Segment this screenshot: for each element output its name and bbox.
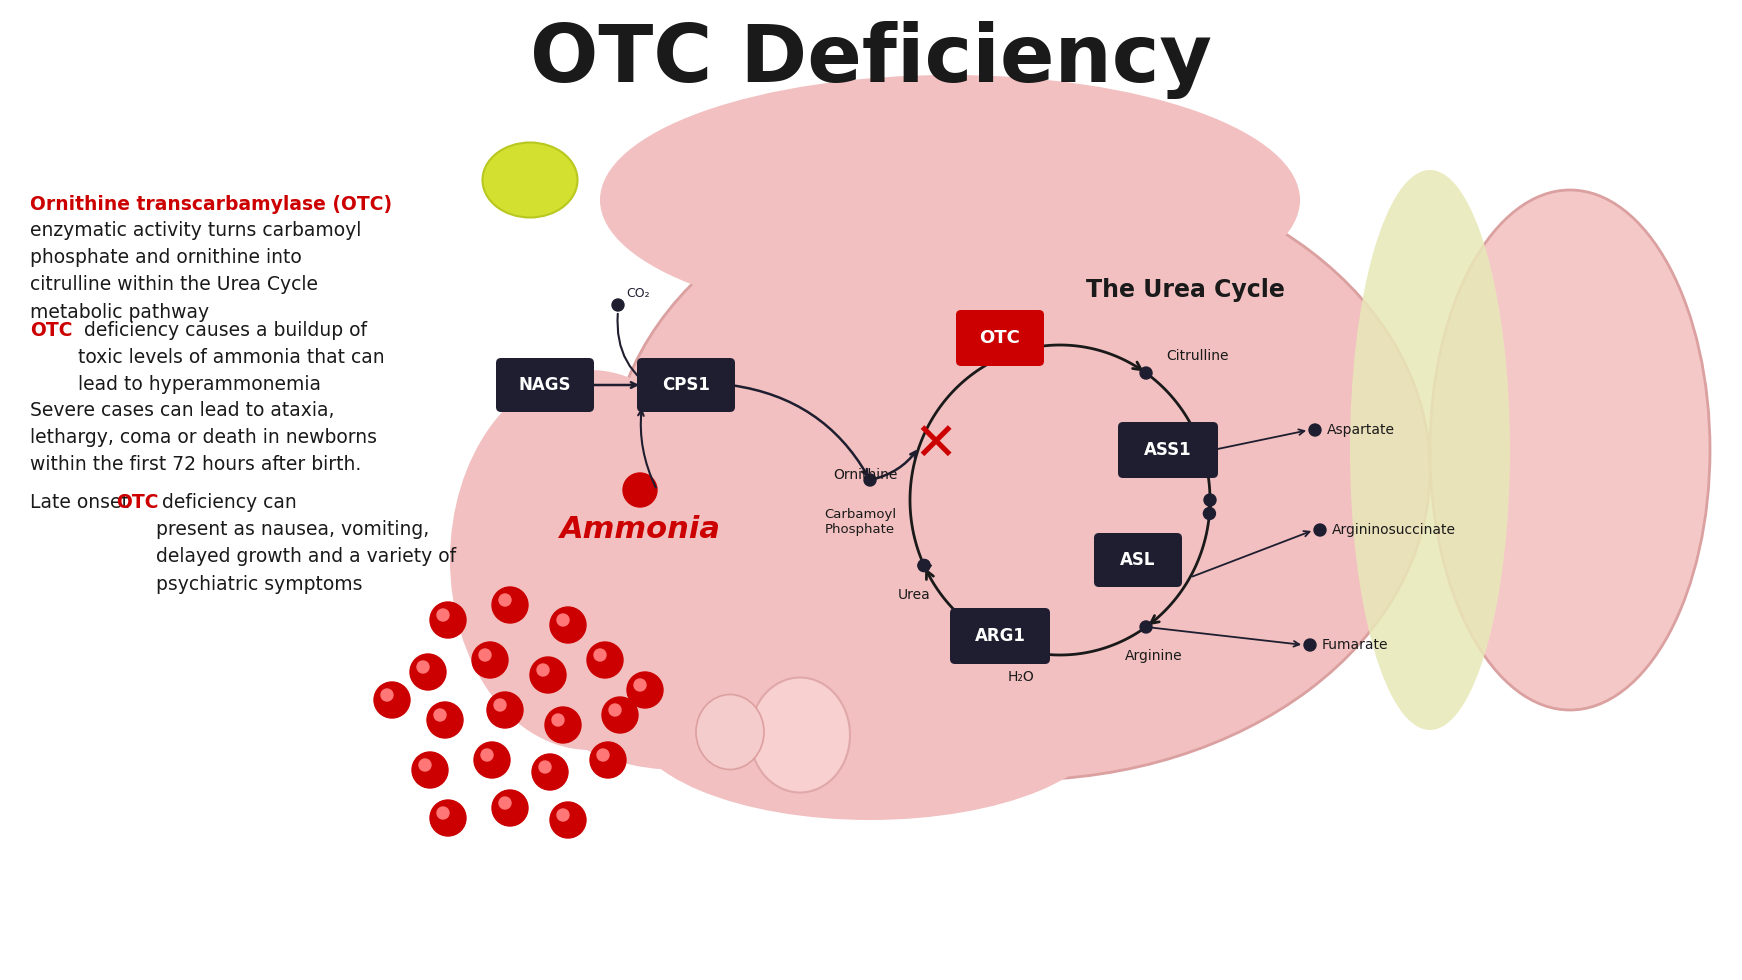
Circle shape bbox=[624, 473, 657, 507]
Circle shape bbox=[434, 709, 446, 721]
Circle shape bbox=[495, 699, 505, 711]
Circle shape bbox=[557, 809, 570, 821]
Circle shape bbox=[634, 679, 646, 691]
Ellipse shape bbox=[505, 510, 855, 770]
Text: OTC Deficiency: OTC Deficiency bbox=[530, 21, 1212, 99]
FancyBboxPatch shape bbox=[956, 310, 1043, 366]
Text: Urea: Urea bbox=[897, 587, 930, 602]
Circle shape bbox=[557, 614, 570, 626]
Text: Citrulline: Citrulline bbox=[1165, 349, 1228, 363]
Text: CPS1: CPS1 bbox=[662, 376, 711, 394]
Circle shape bbox=[1305, 639, 1315, 651]
Circle shape bbox=[381, 689, 394, 701]
Circle shape bbox=[550, 607, 585, 643]
Text: ASL: ASL bbox=[1120, 551, 1155, 569]
Text: Ornithine transcarbamylase (OTC): Ornithine transcarbamylase (OTC) bbox=[30, 195, 392, 214]
Circle shape bbox=[430, 800, 467, 836]
Ellipse shape bbox=[483, 142, 578, 218]
Circle shape bbox=[409, 654, 446, 690]
Circle shape bbox=[491, 587, 528, 623]
Circle shape bbox=[594, 649, 606, 661]
Circle shape bbox=[537, 664, 549, 676]
Ellipse shape bbox=[599, 75, 1300, 325]
Circle shape bbox=[416, 661, 429, 673]
Circle shape bbox=[498, 797, 510, 809]
Circle shape bbox=[531, 754, 568, 790]
FancyBboxPatch shape bbox=[638, 358, 735, 412]
Text: Aspartate: Aspartate bbox=[1327, 423, 1395, 437]
FancyBboxPatch shape bbox=[1094, 533, 1183, 587]
Text: ✕: ✕ bbox=[913, 419, 956, 471]
Circle shape bbox=[481, 749, 493, 761]
Text: enzymatic activity turns carbamoyl
phosphate and ornithine into
citrulline withi: enzymatic activity turns carbamoyl phosp… bbox=[30, 221, 361, 321]
Text: OTC: OTC bbox=[30, 321, 73, 340]
Circle shape bbox=[610, 704, 620, 716]
Text: ASS1: ASS1 bbox=[1144, 441, 1192, 459]
Ellipse shape bbox=[751, 677, 850, 793]
Circle shape bbox=[611, 299, 624, 311]
Text: Late onset: Late onset bbox=[30, 493, 134, 512]
Text: Arginine: Arginine bbox=[1125, 649, 1183, 662]
Circle shape bbox=[479, 649, 491, 661]
Text: OTC: OTC bbox=[979, 329, 1021, 347]
Text: H₂O: H₂O bbox=[1009, 669, 1035, 684]
Circle shape bbox=[472, 642, 509, 678]
Ellipse shape bbox=[449, 370, 730, 750]
Circle shape bbox=[603, 697, 638, 733]
Circle shape bbox=[591, 742, 625, 778]
Text: Fumarate: Fumarate bbox=[1322, 638, 1388, 652]
Circle shape bbox=[864, 474, 876, 486]
Circle shape bbox=[1016, 344, 1028, 357]
Circle shape bbox=[550, 802, 585, 838]
Ellipse shape bbox=[631, 620, 1110, 820]
Text: Ammonia: Ammonia bbox=[559, 515, 721, 545]
Circle shape bbox=[1139, 621, 1151, 633]
Circle shape bbox=[413, 752, 448, 788]
Circle shape bbox=[375, 682, 409, 718]
Circle shape bbox=[1313, 524, 1326, 536]
Circle shape bbox=[918, 560, 930, 571]
Circle shape bbox=[918, 560, 930, 571]
FancyBboxPatch shape bbox=[1118, 422, 1218, 478]
Text: deficiency causes a buildup of
toxic levels of ammonia that can
lead to hyperamm: deficiency causes a buildup of toxic lev… bbox=[78, 321, 385, 395]
Text: The Urea Cycle: The Urea Cycle bbox=[1085, 278, 1284, 302]
Circle shape bbox=[1016, 644, 1028, 656]
Ellipse shape bbox=[1430, 190, 1711, 710]
Circle shape bbox=[474, 742, 510, 778]
Circle shape bbox=[1204, 508, 1216, 519]
Circle shape bbox=[1308, 424, 1320, 436]
Circle shape bbox=[538, 761, 550, 773]
Circle shape bbox=[427, 702, 463, 738]
Circle shape bbox=[498, 594, 510, 606]
Circle shape bbox=[552, 714, 564, 726]
Text: CO₂: CO₂ bbox=[625, 287, 650, 300]
Text: Ornithine: Ornithine bbox=[834, 468, 897, 482]
Text: NAGS: NAGS bbox=[519, 376, 571, 394]
FancyBboxPatch shape bbox=[949, 608, 1050, 664]
Circle shape bbox=[430, 602, 467, 638]
Circle shape bbox=[437, 807, 449, 819]
Circle shape bbox=[420, 759, 430, 771]
Ellipse shape bbox=[697, 695, 765, 769]
Circle shape bbox=[545, 707, 582, 743]
Text: Carbamoyl
Phosphate: Carbamoyl Phosphate bbox=[824, 508, 895, 536]
Circle shape bbox=[1139, 368, 1151, 379]
Text: Severe cases can lead to ataxia,
lethargy, coma or death in newborns
within the : Severe cases can lead to ataxia, letharg… bbox=[30, 401, 376, 474]
Circle shape bbox=[488, 692, 523, 728]
Text: OTC: OTC bbox=[117, 493, 159, 512]
Circle shape bbox=[491, 790, 528, 826]
Circle shape bbox=[587, 642, 624, 678]
Circle shape bbox=[437, 609, 449, 621]
Ellipse shape bbox=[610, 160, 1430, 780]
Ellipse shape bbox=[1350, 170, 1510, 730]
Text: ARG1: ARG1 bbox=[974, 627, 1026, 645]
Circle shape bbox=[627, 672, 664, 708]
FancyBboxPatch shape bbox=[496, 358, 594, 412]
Circle shape bbox=[598, 749, 610, 761]
Circle shape bbox=[1204, 494, 1216, 506]
Text: Argininosuccinate: Argininosuccinate bbox=[1333, 523, 1456, 537]
Text: deficiency can
present as nausea, vomiting,
delayed growth and a variety of
psyc: deficiency can present as nausea, vomiti… bbox=[157, 493, 456, 594]
Circle shape bbox=[530, 657, 566, 693]
